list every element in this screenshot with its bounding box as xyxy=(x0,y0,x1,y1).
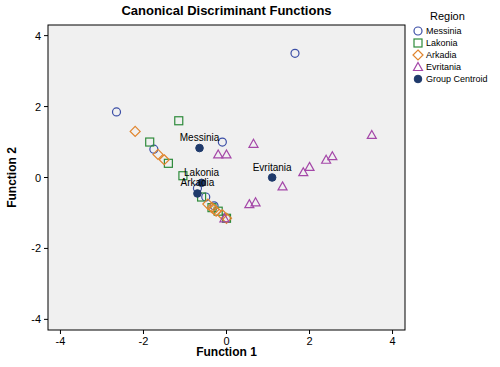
y-tick-label: 0 xyxy=(35,172,41,184)
legend-marker xyxy=(414,63,423,71)
x-tick-label: 2 xyxy=(306,335,312,347)
centroid-label: Lakonia xyxy=(184,167,219,178)
y-tick xyxy=(44,319,48,320)
title: Canonical Discriminant Functions xyxy=(121,3,331,18)
y-tick-label: 4 xyxy=(35,30,41,42)
marks xyxy=(112,49,376,223)
x-tick xyxy=(392,330,393,334)
point xyxy=(214,150,223,158)
point xyxy=(196,144,204,152)
point xyxy=(222,150,231,158)
y-tick xyxy=(44,177,48,178)
point xyxy=(268,174,276,182)
point xyxy=(251,198,260,206)
centroid-label: Arkadia xyxy=(180,177,214,188)
x-axis-label: Function 1 xyxy=(196,345,257,359)
point xyxy=(220,214,229,222)
y-tick xyxy=(44,35,48,36)
legend-marker xyxy=(414,39,422,47)
x-tick-label: 4 xyxy=(389,335,395,347)
legend-marker xyxy=(413,50,423,60)
chart: Canonical Discriminant Functions -4 -2 0 2 4 -… xyxy=(0,0,500,367)
legend-title: Region xyxy=(430,10,465,22)
x-tick xyxy=(226,330,227,334)
point xyxy=(130,126,140,136)
x-tick-label: -2 xyxy=(139,335,149,347)
point xyxy=(249,139,258,147)
legend-label: Group Centroid xyxy=(426,74,488,84)
point xyxy=(159,155,169,165)
legend-label: Messinia xyxy=(426,26,462,36)
legend-label: Arkadia xyxy=(426,50,457,60)
point xyxy=(328,152,337,160)
x-tick xyxy=(309,330,310,334)
y-axis-label: Function 2 xyxy=(5,147,19,208)
legend-marker xyxy=(414,75,422,83)
y-tick-label: 2 xyxy=(35,101,41,113)
point xyxy=(367,130,376,138)
point xyxy=(146,138,154,146)
x-tick xyxy=(143,330,144,334)
y-tick-label: -2 xyxy=(31,242,41,254)
point xyxy=(175,117,183,125)
point xyxy=(218,138,226,146)
y-tick-label: -4 xyxy=(31,313,41,325)
x-tick-label: -4 xyxy=(56,335,66,347)
legend-label: Lakonia xyxy=(426,38,458,48)
point xyxy=(305,162,314,170)
y-tick xyxy=(44,106,48,107)
x-tick xyxy=(60,330,61,334)
legend-marker xyxy=(414,27,422,35)
centroid-label: Evritania xyxy=(253,162,292,173)
centroid-label: Messinia xyxy=(180,132,220,143)
point xyxy=(211,206,221,216)
plot-area xyxy=(48,25,405,330)
legend-label: Evritania xyxy=(426,62,461,72)
point xyxy=(291,49,299,57)
point xyxy=(209,204,219,214)
point xyxy=(112,108,120,116)
y-tick xyxy=(44,248,48,249)
point xyxy=(278,182,287,190)
point xyxy=(194,190,202,198)
